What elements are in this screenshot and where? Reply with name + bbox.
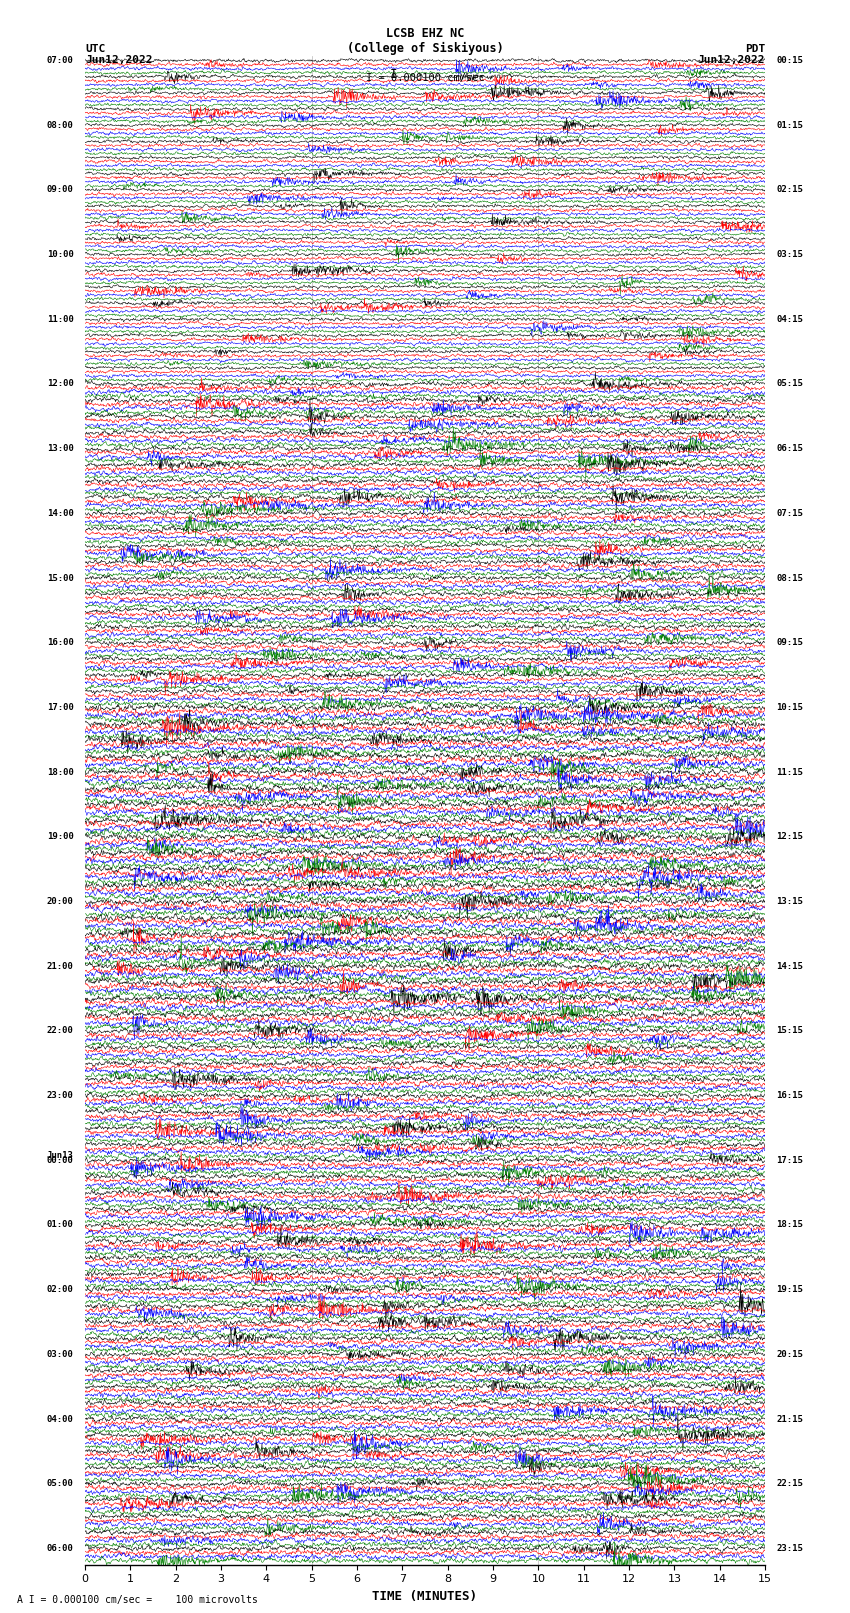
Text: 07:15: 07:15 <box>776 508 803 518</box>
Title: LCSB EHZ NC
(College of Siskiyous): LCSB EHZ NC (College of Siskiyous) <box>347 27 503 55</box>
Text: 22:15: 22:15 <box>776 1479 803 1489</box>
Text: 02:00: 02:00 <box>47 1286 74 1294</box>
Text: 18:00: 18:00 <box>47 768 74 776</box>
Text: 12:15: 12:15 <box>776 832 803 842</box>
Text: UTC: UTC <box>85 44 105 53</box>
Text: 04:15: 04:15 <box>776 315 803 324</box>
Text: 06:15: 06:15 <box>776 444 803 453</box>
Text: 13:00: 13:00 <box>47 444 74 453</box>
Text: 20:15: 20:15 <box>776 1350 803 1358</box>
Text: I: I <box>390 68 397 81</box>
Text: 11:00: 11:00 <box>47 315 74 324</box>
Text: 23:00: 23:00 <box>47 1090 74 1100</box>
Text: 19:00: 19:00 <box>47 832 74 842</box>
Text: 11:15: 11:15 <box>776 768 803 776</box>
Text: 07:00: 07:00 <box>47 56 74 65</box>
Text: 19:15: 19:15 <box>776 1286 803 1294</box>
Text: 08:00: 08:00 <box>47 121 74 129</box>
Text: I = 0.000100 cm/sec: I = 0.000100 cm/sec <box>366 73 484 82</box>
Text: 22:00: 22:00 <box>47 1026 74 1036</box>
Text: 09:15: 09:15 <box>776 639 803 647</box>
Text: 04:00: 04:00 <box>47 1415 74 1424</box>
Text: 14:15: 14:15 <box>776 961 803 971</box>
Text: 00:00: 00:00 <box>47 1157 74 1165</box>
Text: 09:00: 09:00 <box>47 185 74 195</box>
Text: 01:15: 01:15 <box>776 121 803 129</box>
Text: 05:00: 05:00 <box>47 1479 74 1489</box>
Text: PDT: PDT <box>745 44 765 53</box>
Text: 15:00: 15:00 <box>47 574 74 582</box>
Text: 21:00: 21:00 <box>47 961 74 971</box>
Text: 18:15: 18:15 <box>776 1221 803 1229</box>
Text: A I = 0.000100 cm/sec =    100 microvolts: A I = 0.000100 cm/sec = 100 microvolts <box>17 1595 258 1605</box>
Text: 03:00: 03:00 <box>47 1350 74 1358</box>
Text: Jun12,2022: Jun12,2022 <box>85 55 152 65</box>
Text: 03:15: 03:15 <box>776 250 803 260</box>
Text: 06:00: 06:00 <box>47 1544 74 1553</box>
Text: 08:15: 08:15 <box>776 574 803 582</box>
Text: 00:15: 00:15 <box>776 56 803 65</box>
Text: 23:15: 23:15 <box>776 1544 803 1553</box>
Text: 21:15: 21:15 <box>776 1415 803 1424</box>
Text: 05:15: 05:15 <box>776 379 803 389</box>
X-axis label: TIME (MINUTES): TIME (MINUTES) <box>372 1590 478 1603</box>
Text: 15:15: 15:15 <box>776 1026 803 1036</box>
Text: 20:00: 20:00 <box>47 897 74 907</box>
Text: 13:15: 13:15 <box>776 897 803 907</box>
Text: Jun12,2022: Jun12,2022 <box>698 55 765 65</box>
Text: 10:00: 10:00 <box>47 250 74 260</box>
Text: 12:00: 12:00 <box>47 379 74 389</box>
Text: 16:00: 16:00 <box>47 639 74 647</box>
Text: 17:15: 17:15 <box>776 1157 803 1165</box>
Text: Jun13: Jun13 <box>47 1152 74 1160</box>
Text: 01:00: 01:00 <box>47 1221 74 1229</box>
Text: 10:15: 10:15 <box>776 703 803 711</box>
Text: 17:00: 17:00 <box>47 703 74 711</box>
Text: 16:15: 16:15 <box>776 1090 803 1100</box>
Text: 14:00: 14:00 <box>47 508 74 518</box>
Text: 02:15: 02:15 <box>776 185 803 195</box>
